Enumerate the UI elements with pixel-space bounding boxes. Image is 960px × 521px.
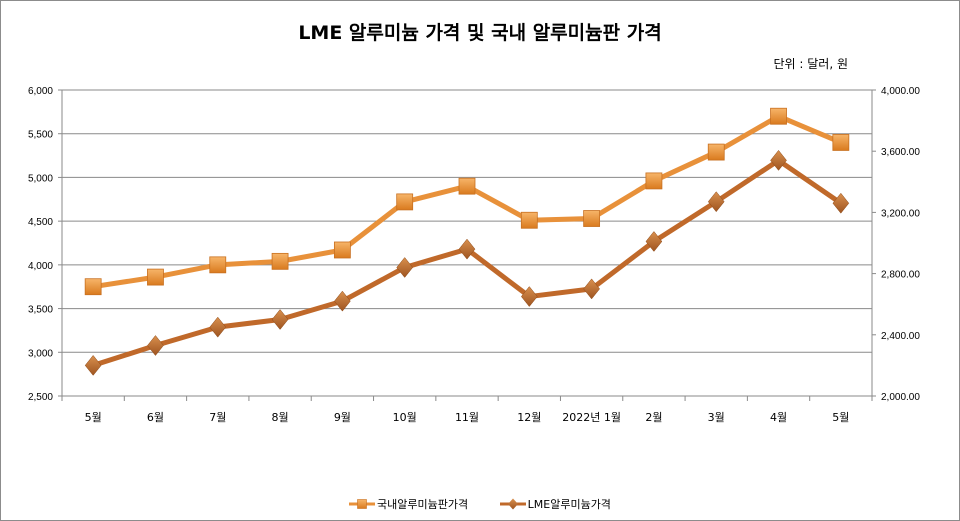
data-point-diamond (147, 335, 164, 356)
data-point-square (147, 268, 164, 286)
x-tick-label: 7월 (209, 411, 226, 424)
data-point-square (707, 143, 725, 161)
legend-item-domestic: 국내알루미늄판가격 (349, 496, 468, 512)
data-point-diamond (770, 149, 787, 171)
x-tick-label: 2월 (645, 411, 662, 424)
x-tick-label: 9월 (334, 411, 351, 424)
data-point-square (583, 210, 601, 227)
x-tick-label: 3월 (708, 411, 725, 424)
x-tick-label: 4월 (770, 411, 787, 424)
x-tick-label: 2022년 1월 (562, 411, 621, 424)
data-point-square (770, 107, 787, 125)
right-tick-label: 3,200.00 (881, 208, 920, 219)
data-point-square (396, 193, 414, 211)
series-line-0 (92, 113, 842, 290)
data-point-diamond (520, 286, 538, 307)
data-point-diamond (334, 290, 351, 312)
right-tick-label: 2,800.00 (881, 270, 920, 281)
data-point-diamond (271, 309, 289, 330)
legend-diamond-marker-icon (499, 498, 526, 510)
x-tick-label: 10월 (393, 411, 417, 424)
data-point-square (209, 256, 227, 274)
left-tick-label: 3,500 (28, 305, 53, 316)
x-tick-label: 8월 (272, 411, 289, 424)
right-tick-label: 4,000.00 (881, 86, 920, 97)
left-tick-label: 4,000 (28, 261, 53, 272)
data-point-square (520, 211, 538, 229)
data-point-diamond (832, 192, 850, 214)
legend-label: 국내알루미늄판가격 (377, 498, 469, 511)
left-tick-label: 2,500 (28, 392, 53, 403)
data-point-diamond (458, 238, 476, 260)
right-tick-label: 3,600.00 (881, 147, 920, 158)
legend: 국내알루미늄판가격 LME알루미늄가격 (0, 496, 960, 513)
chart-title: LME 알루미늄 가격 및 국내 알루미늄판 가격 (298, 22, 662, 44)
right-tick-label: 2,000.00 (881, 392, 920, 403)
data-point-diamond (583, 278, 600, 300)
x-tick-label: 6월 (147, 411, 164, 424)
x-tick-label: 11월 (455, 411, 479, 424)
left-tick-label: 5,000 (28, 173, 53, 184)
legend-label: LME알루미늄가격 (527, 498, 611, 511)
data-point-diamond (707, 191, 725, 213)
unit-note: 단위 : 달러, 원 (773, 57, 848, 71)
data-point-diamond (645, 231, 663, 252)
data-point-square (84, 278, 102, 296)
left-tick-label: 3,000 (28, 348, 53, 359)
data-point-square (832, 134, 850, 151)
data-point-square (458, 177, 476, 195)
x-tick-label: 5월 (85, 411, 102, 424)
data-point-diamond (396, 257, 414, 278)
data-point-square (645, 172, 663, 190)
right-tick-label: 2,400.00 (881, 331, 920, 342)
x-tick-label: 5월 (832, 411, 849, 424)
left-tick-label: 4,500 (28, 217, 53, 228)
data-point-diamond (84, 354, 102, 376)
legend-item-lme: LME알루미늄가격 (499, 496, 611, 512)
data-point-square (333, 241, 351, 259)
legend-square-marker-icon (349, 499, 376, 509)
data-point-square (271, 252, 289, 270)
data-point-diamond (209, 316, 227, 338)
left-tick-label: 6,000 (28, 86, 53, 97)
x-tick-label: 12월 (517, 411, 541, 424)
left-tick-label: 5,500 (28, 130, 53, 141)
